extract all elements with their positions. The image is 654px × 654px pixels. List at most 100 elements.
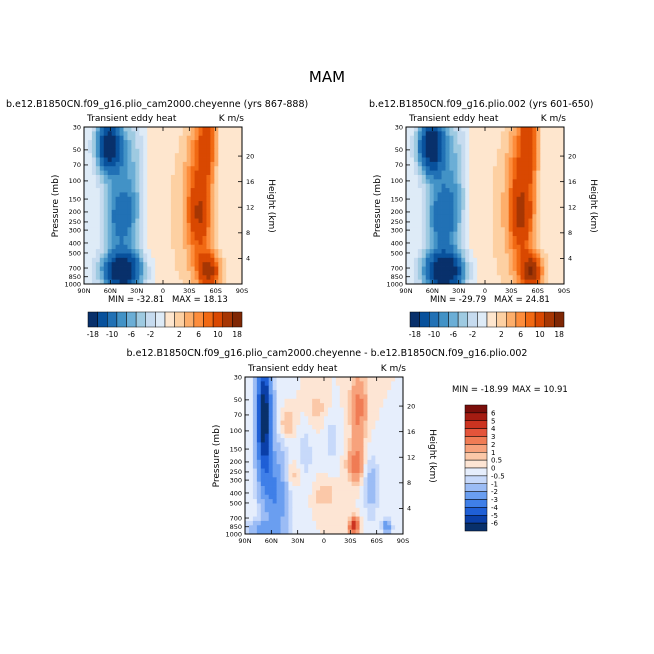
heatmap-cell — [516, 240, 521, 246]
heatmap-cell — [214, 131, 219, 137]
heatmap-cell — [316, 464, 321, 469]
heatmap-cell — [159, 166, 164, 172]
heatmap-cell — [87, 227, 93, 233]
heatmap-cell — [268, 499, 274, 504]
heatmap-cell — [316, 420, 321, 426]
heatmap-cell — [395, 381, 400, 387]
heatmap-cell — [552, 179, 557, 185]
heatmap-cell — [276, 459, 281, 465]
panel-difference: b.e12.B1850CN.f09_g16.plio_cam2000.cheye… — [127, 348, 568, 545]
heatmap-cell — [238, 205, 243, 211]
heatmap-cell — [500, 275, 506, 281]
heatmap-cell — [214, 140, 219, 145]
heatmap-cell — [292, 394, 297, 400]
heatmap-cell — [234, 279, 239, 285]
heatmap-cell — [544, 236, 549, 241]
heatmap-cell — [206, 214, 211, 219]
heatmap-cell — [512, 188, 517, 193]
heatmap-cell — [473, 231, 478, 237]
heatmap-cell — [335, 459, 341, 465]
y-tick-label: 50 — [73, 146, 81, 154]
heatmap-cell — [425, 222, 431, 228]
panel-title: b.e12.B1850CN.f09_g16.plio.002 (yrs 601-… — [369, 99, 594, 110]
heatmap-cell — [544, 174, 549, 180]
heatmap-cell — [210, 196, 215, 202]
heatmap-cell — [238, 170, 243, 176]
panel-subtitle-right: K m/s — [219, 114, 245, 124]
heatmap-cell — [375, 442, 380, 448]
heatmap-cell — [198, 161, 203, 167]
heatmap-cell — [218, 196, 223, 202]
heatmap-cell — [327, 503, 333, 509]
heatmap-cell — [540, 179, 545, 185]
heatmap-cell — [316, 486, 321, 491]
heatmap-cell — [272, 381, 277, 387]
heatmap-cell — [425, 201, 431, 206]
heatmap-cell — [548, 179, 553, 185]
heatmap-cell — [186, 174, 192, 180]
heatmap-cell — [488, 196, 494, 202]
heatmap-cell — [182, 205, 188, 211]
heatmap-cell — [461, 161, 466, 167]
heatmap-cell — [87, 166, 93, 172]
heatmap-cell — [178, 270, 184, 276]
heatmap-cell — [417, 148, 423, 154]
heatmap-cell — [560, 279, 565, 285]
heatmap-cell — [206, 244, 211, 250]
heatmap-cell — [516, 275, 521, 281]
heatmap-cell — [363, 486, 368, 491]
heatmap-cell — [425, 249, 431, 254]
heatmap-cell — [256, 477, 262, 483]
heatmap-cell — [488, 244, 494, 250]
heatmap-cell — [194, 244, 199, 250]
heatmap-cell — [300, 529, 305, 535]
heatmap-cell — [115, 188, 120, 193]
heatmap-cell — [371, 477, 376, 483]
heatmap-cell — [429, 205, 435, 211]
heatmap-cell — [449, 196, 454, 202]
heatmap-cell — [457, 266, 462, 272]
heatmap-cell — [481, 144, 486, 150]
heatmap-cell — [198, 266, 203, 272]
heatmap-cell — [324, 429, 329, 435]
heatmap-cell — [520, 183, 525, 189]
heatmap-cell — [288, 403, 293, 408]
heatmap-cell — [485, 174, 490, 180]
heatmap-cell — [339, 529, 345, 535]
heatmap-cell — [202, 231, 207, 237]
heatmap-cell — [429, 153, 435, 158]
heatmap-cell — [280, 451, 285, 456]
heatmap-cell — [163, 174, 168, 180]
heatmap-cell — [429, 266, 435, 272]
heatmap-cell — [202, 262, 207, 267]
colorbar-box — [448, 311, 459, 328]
heatmap-cell — [544, 279, 549, 285]
heatmap-cell — [174, 275, 180, 281]
heatmap-cell — [99, 214, 105, 219]
heatmap-cell — [359, 424, 364, 430]
heatmap-cell — [379, 381, 384, 387]
heatmap-cell — [552, 201, 557, 206]
heatmap-cell — [234, 179, 239, 185]
heatmap-cell — [103, 170, 109, 176]
heatmap-cell — [473, 279, 478, 285]
heatmap-cell — [453, 140, 458, 145]
heatmap-cell — [504, 144, 510, 150]
heatmap-cell — [127, 135, 132, 141]
heatmap-cell — [379, 446, 384, 452]
heatmap-cell — [516, 183, 521, 189]
heatmap-cell — [544, 231, 549, 237]
heatmap-cell — [331, 499, 337, 504]
heatmap-cell — [260, 525, 266, 531]
heatmap-cell — [524, 161, 529, 167]
heatmap-cell — [111, 279, 116, 285]
heatmap-cell — [276, 525, 281, 531]
heatmap-cell — [504, 201, 510, 206]
heatmap-cell — [516, 148, 521, 154]
heatmap-cell — [268, 477, 274, 483]
heatmap-cell — [532, 201, 537, 206]
heatmap-cell — [284, 529, 289, 535]
y-tick-label: 850 — [230, 523, 242, 531]
heatmap-cell — [194, 222, 199, 228]
heatmap-cell — [437, 218, 442, 224]
